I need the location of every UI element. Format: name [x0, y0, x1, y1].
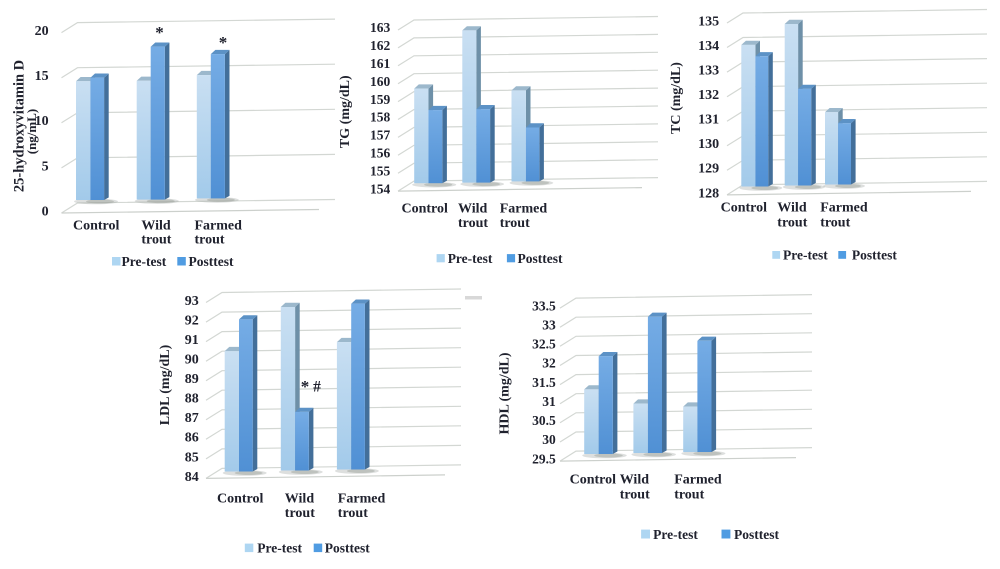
svg-text:trout: trout — [820, 216, 850, 231]
svg-text:Control: Control — [217, 492, 264, 507]
svg-text:Wild: Wild — [620, 473, 650, 488]
svg-text:132: 132 — [698, 88, 719, 103]
svg-text:#: # — [313, 379, 321, 396]
svg-text:Wild: Wild — [141, 219, 171, 234]
svg-text:154: 154 — [370, 181, 391, 196]
svg-text:162: 162 — [370, 38, 391, 53]
svg-text:10: 10 — [35, 114, 49, 129]
svg-text:Posttest: Posttest — [734, 527, 779, 542]
svg-text:135: 135 — [698, 14, 719, 29]
svg-text:*: * — [219, 33, 228, 52]
svg-text:Wild: Wild — [458, 201, 488, 216]
svg-text:Wild: Wild — [285, 492, 315, 507]
svg-text:Pre-test: Pre-test — [122, 254, 167, 269]
svg-text:129: 129 — [698, 162, 719, 177]
svg-text:33.5: 33.5 — [532, 298, 556, 313]
svg-text:32: 32 — [542, 356, 556, 371]
svg-text:133: 133 — [698, 64, 719, 79]
svg-text:156: 156 — [370, 146, 391, 161]
svg-text:25-hydroxyvitamin D: 25-hydroxyvitamin D — [12, 60, 28, 192]
svg-text:93: 93 — [185, 294, 199, 309]
svg-text:155: 155 — [370, 163, 391, 178]
svg-text:*: * — [155, 23, 164, 42]
svg-text:31: 31 — [542, 394, 556, 409]
svg-text:0: 0 — [42, 204, 49, 219]
svg-text:trout: trout — [500, 216, 530, 231]
svg-text:trout: trout — [285, 506, 315, 521]
svg-text:Farmed: Farmed — [500, 201, 548, 216]
svg-text:trout: trout — [141, 233, 171, 248]
svg-text:Pre-test: Pre-test — [783, 248, 828, 263]
svg-text:87: 87 — [185, 411, 199, 426]
svg-text:157: 157 — [370, 128, 391, 143]
svg-text:158: 158 — [370, 110, 391, 125]
svg-text:89: 89 — [185, 372, 199, 387]
svg-text:Wild: Wild — [777, 201, 807, 216]
svg-text:92: 92 — [185, 314, 199, 329]
svg-text:Farmed: Farmed — [195, 219, 243, 234]
svg-text:Posttest: Posttest — [189, 254, 234, 269]
svg-text:Farmed: Farmed — [338, 492, 386, 507]
svg-text:TC (mg/dL): TC (mg/dL) — [669, 62, 684, 134]
svg-text:trout: trout — [620, 487, 650, 502]
svg-text:163: 163 — [370, 20, 391, 35]
svg-text:Posttest: Posttest — [325, 540, 370, 555]
svg-text:30: 30 — [542, 432, 556, 447]
svg-text:90: 90 — [185, 353, 199, 368]
svg-text:30.5: 30.5 — [532, 413, 556, 428]
svg-text:TG (mg/dL): TG (mg/dL) — [338, 75, 353, 148]
svg-text:Farmed: Farmed — [820, 201, 868, 216]
svg-text:Pre-test: Pre-test — [653, 527, 698, 542]
svg-text:130: 130 — [698, 137, 719, 152]
svg-text:134: 134 — [698, 39, 719, 54]
svg-text:20: 20 — [35, 24, 49, 39]
svg-text:15: 15 — [35, 69, 49, 84]
svg-text:32.5: 32.5 — [532, 337, 556, 352]
svg-text:88: 88 — [185, 392, 199, 407]
svg-text:84: 84 — [185, 470, 199, 485]
svg-text:86: 86 — [185, 431, 199, 446]
svg-text:trout: trout — [195, 233, 225, 248]
svg-text:159: 159 — [370, 92, 391, 107]
svg-text:Pre-test: Pre-test — [448, 251, 493, 266]
svg-text:HDL (mg/dL): HDL (mg/dL) — [498, 352, 513, 434]
svg-text:trout: trout — [777, 216, 807, 231]
svg-text:29.5: 29.5 — [532, 451, 556, 466]
svg-text:31.5: 31.5 — [532, 375, 556, 390]
svg-text:Farmed: Farmed — [674, 473, 722, 488]
svg-text:Control: Control — [721, 201, 768, 216]
svg-text:161: 161 — [370, 56, 391, 71]
svg-text:LDL (mg/dL): LDL (mg/dL) — [158, 344, 173, 425]
svg-text:*: * — [301, 377, 310, 396]
svg-text:trout: trout — [338, 506, 368, 521]
svg-text:Control: Control — [402, 201, 449, 216]
svg-text:5: 5 — [42, 159, 49, 174]
svg-text:Posttest: Posttest — [852, 248, 897, 263]
svg-text:trout: trout — [674, 487, 704, 502]
svg-text:(ng/mL): (ng/mL) — [24, 109, 39, 155]
svg-text:91: 91 — [185, 333, 199, 348]
svg-text:33: 33 — [542, 317, 556, 332]
svg-text:160: 160 — [370, 74, 391, 89]
svg-text:trout: trout — [458, 216, 488, 231]
svg-text:Control: Control — [570, 473, 617, 488]
svg-text:Pre-test: Pre-test — [257, 540, 302, 555]
svg-text:131: 131 — [698, 113, 719, 128]
svg-text:128: 128 — [698, 186, 719, 201]
svg-text:Control: Control — [73, 219, 120, 234]
svg-text:85: 85 — [185, 450, 199, 465]
svg-text:Posttest: Posttest — [518, 251, 563, 266]
